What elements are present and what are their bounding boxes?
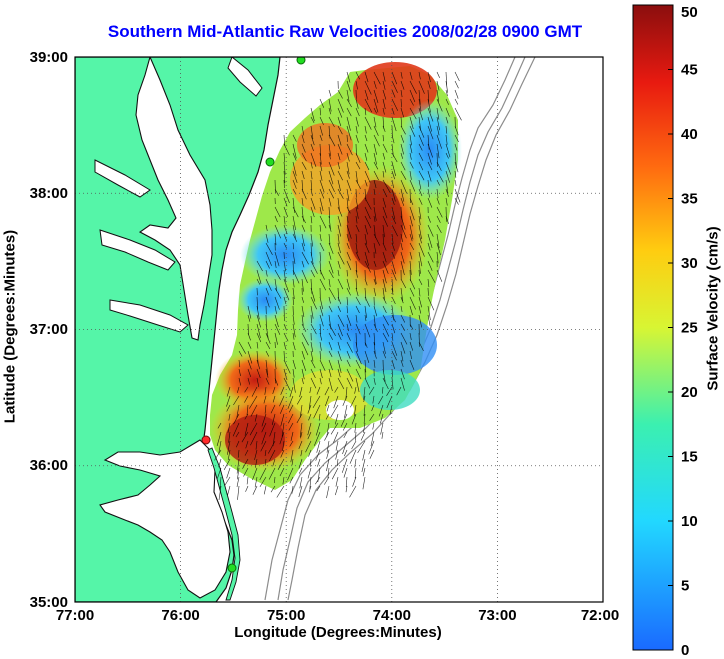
- colorbar-tick-label: 5: [681, 578, 689, 595]
- colorbar-tick-label: 10: [681, 513, 698, 530]
- colorbar-tick-label: 15: [681, 449, 698, 466]
- colorbar-tick-label: 40: [681, 126, 698, 143]
- colorbar-gradient: [633, 5, 673, 650]
- station-marker: [228, 564, 236, 572]
- colorbar-tick-label: 30: [681, 255, 698, 272]
- x-tick-label: 75:00: [267, 607, 305, 624]
- y-tick-label: 37:00: [30, 321, 68, 338]
- x-axis-label: Longitude (Degrees:Minutes): [188, 624, 488, 641]
- map-figure: 77:00 76:00 75:00 74:00 73:00 72:00 39:0…: [0, 0, 724, 659]
- x-tick-label: 76:00: [161, 607, 199, 624]
- colorbar-tick-label: 20: [681, 384, 698, 401]
- x-tick-label: 73:00: [478, 607, 516, 624]
- y-axis-label: Latitude (Degrees:Minutes): [2, 187, 19, 467]
- station-marker: [266, 158, 274, 166]
- colorbar: 0 5 10 15 20 25 30 35 40 45 50: [633, 4, 698, 659]
- colorbar-tick-label: 50: [681, 4, 698, 21]
- y-tick-label: 36:00: [30, 457, 68, 474]
- colorbar-tick-label: 0: [681, 642, 689, 659]
- colorbar-tick-label: 35: [681, 191, 698, 208]
- y-tick-label: 35:00: [30, 594, 68, 611]
- y-axis-ticks: 39:00 38:00 37:00 36:00 35:00: [30, 49, 68, 611]
- x-tick-label: 74:00: [373, 607, 411, 624]
- y-tick-label: 38:00: [30, 185, 68, 202]
- y-tick-label: 39:00: [30, 49, 68, 66]
- colorbar-tick-label: 25: [681, 320, 698, 337]
- map-area: [75, 56, 603, 602]
- x-tick-label: 72:00: [581, 607, 619, 624]
- colorbar-label: Surface Velocity (cm/s): [705, 169, 722, 449]
- colorbar-tick-label: 45: [681, 62, 698, 79]
- x-axis-ticks: 77:00 76:00 75:00 74:00 73:00 72:00: [56, 607, 619, 624]
- station-marker: [202, 436, 210, 444]
